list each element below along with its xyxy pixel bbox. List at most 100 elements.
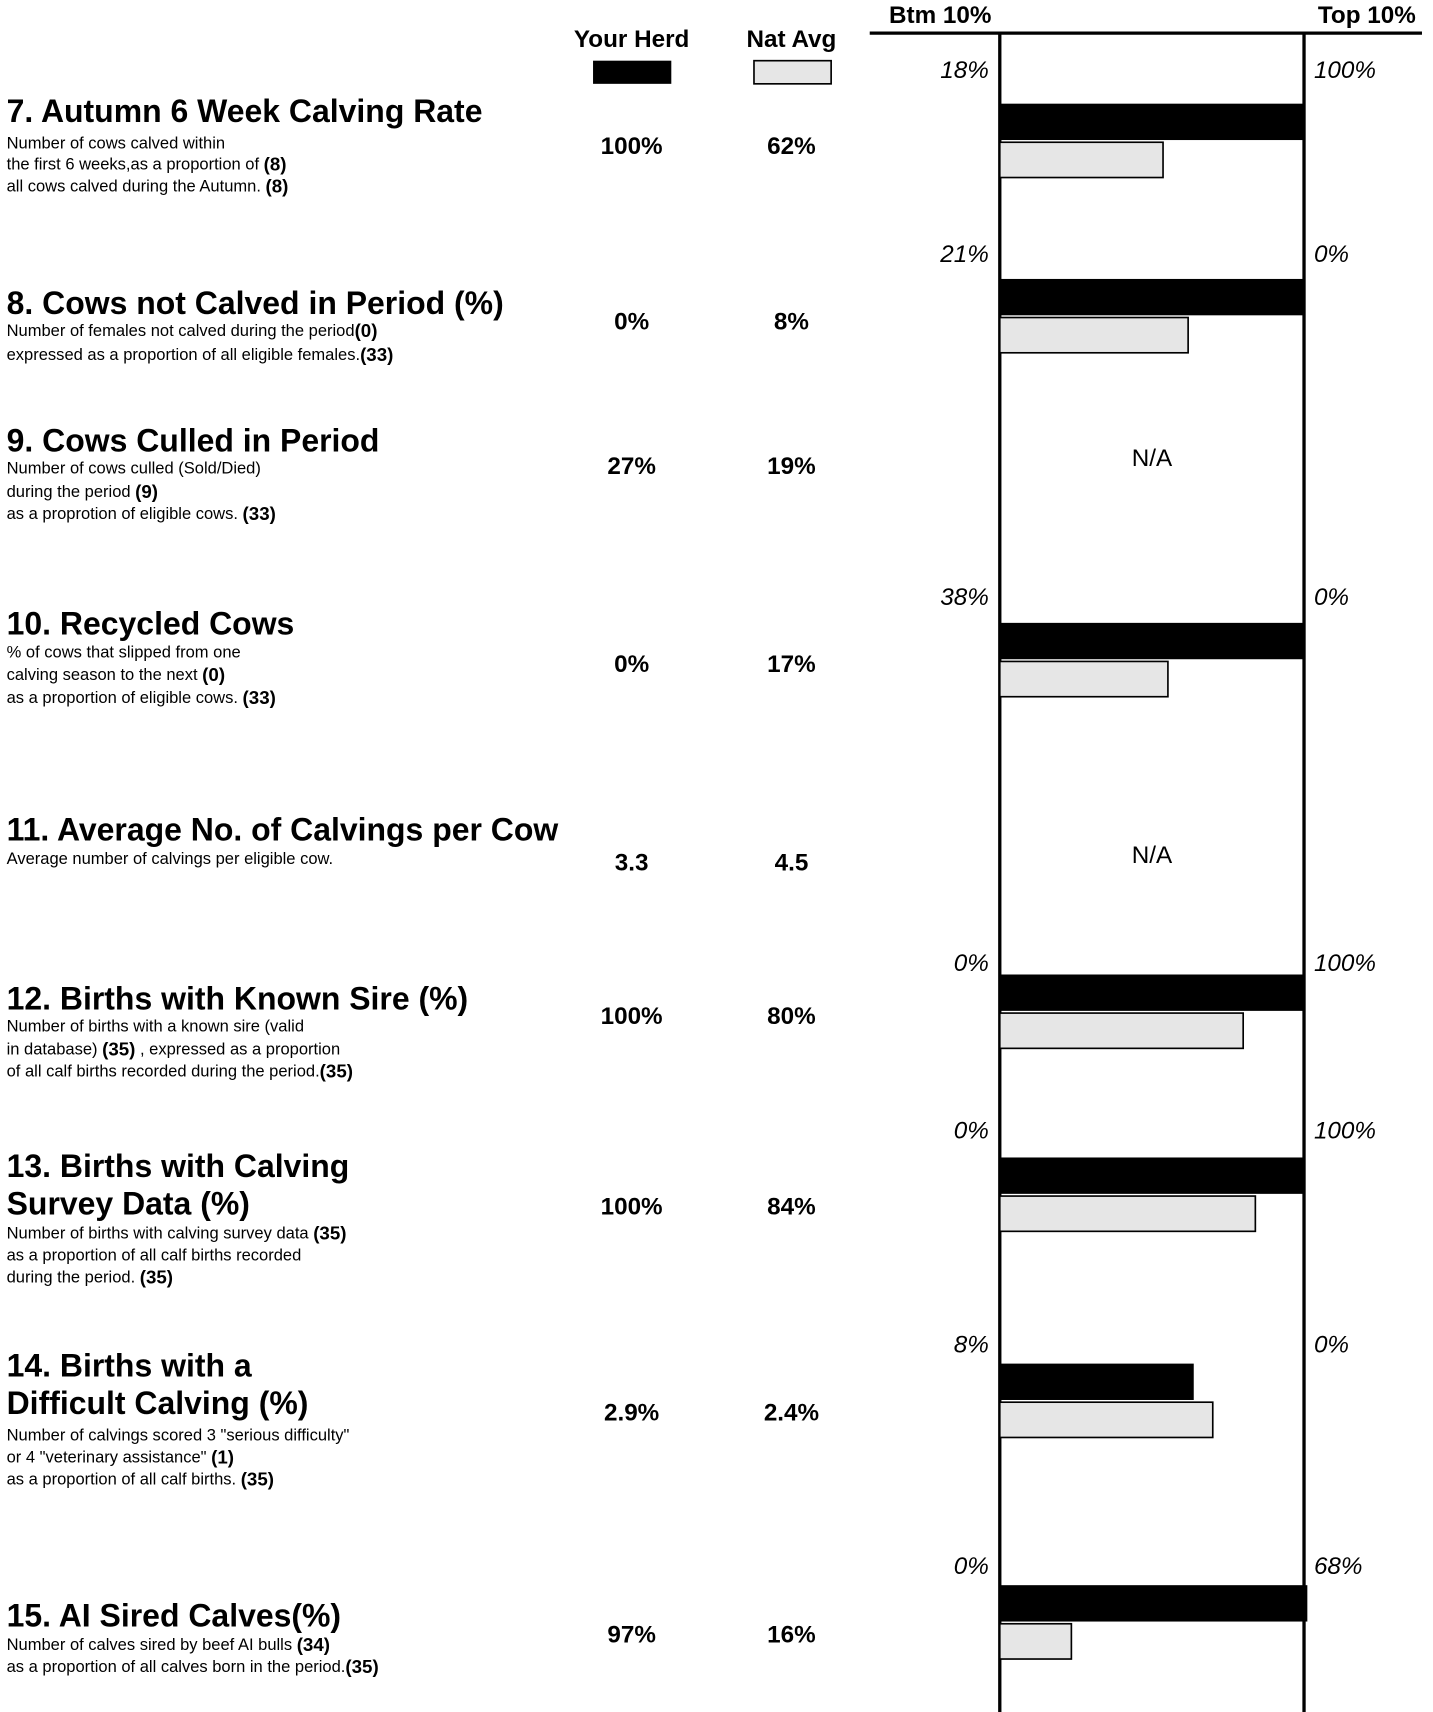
row-description: as a proportion of all calf births recor…	[7, 1246, 302, 1265]
description-text: Number of births with a known sire (vali…	[7, 1017, 304, 1036]
nat-value: 19%	[767, 453, 816, 480]
top-label: 68%	[1314, 1553, 1363, 1580]
description-text: as a proportion of all calf births recor…	[7, 1246, 302, 1265]
top-label: 100%	[1314, 1118, 1376, 1145]
row-description: the first 6 weeks,as a proportion of (8)	[7, 153, 287, 174]
count: (8)	[266, 175, 289, 196]
row-description: % of cows that slipped from one	[7, 643, 241, 662]
count: (35)	[140, 1267, 173, 1288]
nat-value: 62%	[767, 133, 816, 160]
count: (33)	[243, 687, 276, 708]
count: (35)	[320, 1061, 353, 1082]
bottom-label: 0%	[954, 1553, 989, 1580]
nat-bar	[998, 660, 1169, 698]
nat-bar	[998, 1012, 1245, 1050]
bottom-label: 8%	[954, 1331, 989, 1358]
row-title: 8. Cows not Calved in Period (%)	[7, 285, 504, 321]
top-label: 0%	[1314, 1331, 1349, 1358]
nat-legend	[753, 59, 832, 85]
count: (0)	[355, 320, 378, 341]
row-description: as a proprotion of eligible cows. (33)	[7, 503, 276, 524]
description-text: , expressed as a proportion	[135, 1040, 340, 1059]
nat-bar	[998, 1622, 1073, 1660]
nat-bar	[998, 1195, 1257, 1233]
row-title: 11. Average No. of Calvings per Cow	[7, 812, 559, 848]
nat-value: 80%	[767, 1003, 816, 1030]
herd-bar	[999, 1363, 1194, 1400]
nat-value: 84%	[767, 1194, 816, 1221]
row-description: Number of calvings scored 3 "serious dif…	[7, 1426, 350, 1445]
bottom-label: 18%	[940, 57, 989, 84]
herd-value: 100%	[601, 133, 663, 160]
nat-bar	[998, 1401, 1214, 1439]
herd-bar	[999, 1585, 1308, 1622]
description-text: all cows calved during the Autumn.	[7, 177, 266, 196]
row-title: Difficult Calving (%)	[7, 1385, 309, 1421]
row-title: 13. Births with Calving	[7, 1148, 350, 1184]
row-title: 14. Births with a	[7, 1347, 252, 1383]
description-text: during the period.	[7, 1268, 140, 1287]
description-text: as a proportion of all calf births.	[7, 1470, 241, 1489]
row-description: all cows calved during the Autumn. (8)	[7, 175, 289, 196]
count: (33)	[243, 503, 276, 524]
count: (0)	[202, 664, 225, 685]
herd-value: 100%	[601, 1194, 663, 1221]
description-text: expressed as a proportion of all eligibl…	[7, 345, 360, 364]
description-text: Number of females not calved during the …	[7, 321, 355, 340]
row-description: expressed as a proportion of all eligibl…	[7, 344, 394, 365]
herd-bar	[999, 1157, 1305, 1194]
row-title: 15. AI Sired Calves(%)	[7, 1598, 341, 1634]
description-text: in database)	[7, 1040, 103, 1059]
row-description: Average number of calvings per eligible …	[7, 849, 334, 868]
row-description: Number of calves sired by beef AI bulls …	[7, 1634, 330, 1655]
row-title: Survey Data (%)	[7, 1185, 250, 1221]
top-label: 100%	[1314, 57, 1376, 84]
row-description: of all calf births recorded during the p…	[7, 1061, 353, 1082]
description-text: % of cows that slipped from one	[7, 643, 241, 662]
not-available: N/A	[1132, 842, 1173, 869]
description-text: Number of calves sired by beef AI bulls	[7, 1635, 297, 1654]
herd-value: 100%	[601, 1003, 663, 1030]
row-description: as a proportion of all calves born in th…	[7, 1656, 379, 1677]
nat-value: 4.5	[775, 850, 809, 877]
herd-value: 27%	[607, 453, 656, 480]
herd-bar	[999, 103, 1305, 141]
row-description: calving season to the next (0)	[7, 664, 225, 685]
row-description: Number of births with calving survey dat…	[7, 1223, 347, 1244]
bottom-label: 0%	[954, 1118, 989, 1145]
top-label: 0%	[1314, 584, 1349, 611]
row-title: 12. Births with Known Sire (%)	[7, 980, 469, 1016]
description-text: of all calf births recorded during the p…	[7, 1062, 320, 1081]
nat-value: 2.4%	[764, 1400, 819, 1427]
description-text: Number of cows calved within	[7, 134, 225, 153]
row-description: Number of females not calved during the …	[7, 320, 378, 341]
row-description: in database) (35) , expressed as a propo…	[7, 1039, 341, 1060]
row-description: during the period. (35)	[7, 1267, 173, 1288]
count: (35)	[102, 1039, 135, 1060]
description-text: Number of births with calving survey dat…	[7, 1224, 314, 1243]
row-description: Number of cows calved within	[7, 134, 225, 153]
description-text: Average number of calvings per eligible …	[7, 849, 334, 868]
row-description: Number of births with a known sire (vali…	[7, 1017, 304, 1036]
description-text: as a proportion of all calves born in th…	[7, 1657, 346, 1676]
herd-bar	[999, 622, 1305, 660]
herd-value: 3.3	[615, 850, 649, 877]
row-description: or 4 "veterinary assistance" (1)	[7, 1446, 234, 1467]
row-description: as a proportion of eligible cows. (33)	[7, 687, 276, 708]
bottom-label: 38%	[940, 584, 989, 611]
description-text: during the period	[7, 482, 136, 501]
herd-value: 97%	[607, 1621, 656, 1648]
nat-value: 8%	[774, 308, 809, 335]
description-text: as a proportion of eligible cows.	[7, 688, 243, 707]
count: (1)	[211, 1446, 234, 1467]
description-text: as a proprotion of eligible cows.	[7, 504, 243, 523]
bottom-label: 21%	[939, 241, 989, 268]
nat-value: 16%	[767, 1621, 816, 1648]
top-label: 100%	[1314, 950, 1376, 977]
count: (35)	[313, 1223, 346, 1244]
herd-bar	[999, 278, 1305, 316]
bottom-header: Btm 10%	[889, 2, 991, 29]
your-herd-header: Your Herd	[574, 26, 689, 53]
row-description: during the period (9)	[7, 481, 158, 502]
description-text: or 4 "veterinary assistance"	[7, 1448, 212, 1467]
